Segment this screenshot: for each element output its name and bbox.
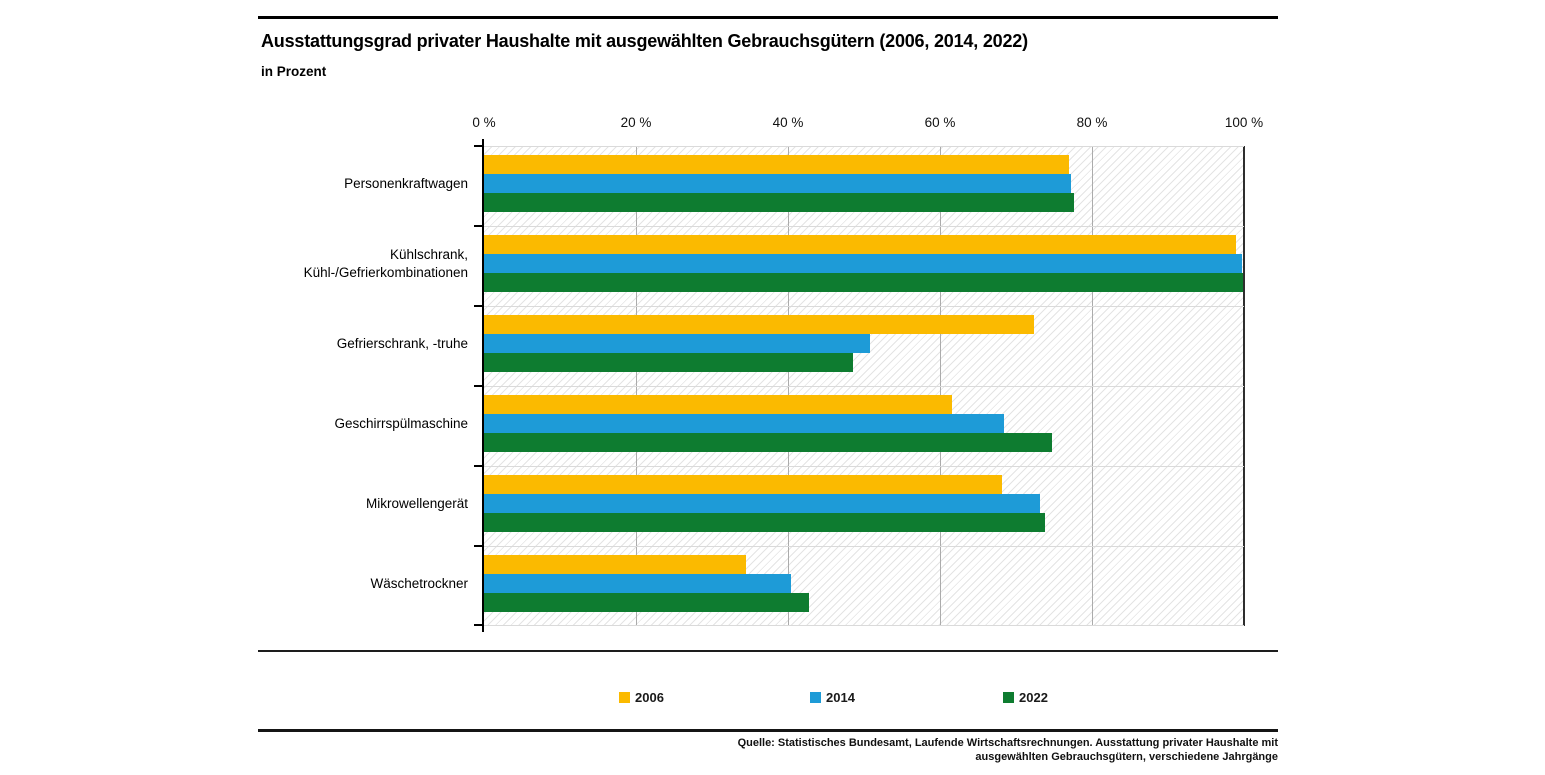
axis-tick xyxy=(474,305,484,307)
x-tick-label-20: 20 % xyxy=(620,115,652,130)
bar-2014-category-3 xyxy=(484,414,1004,433)
bar-2014-category-2 xyxy=(484,334,871,353)
legend-swatch-2006 xyxy=(619,692,630,703)
legend-label-2014: 2014 xyxy=(826,690,855,705)
source-line-2: ausgewählten Gebrauchsgütern, verschiede… xyxy=(975,751,1278,763)
bar-2006-category-1 xyxy=(484,235,1236,254)
x-tick-label-40: 40 % xyxy=(772,115,804,130)
legend-swatch-2022 xyxy=(1003,692,1014,703)
bar-2022-category-2 xyxy=(484,353,854,372)
legend-item-2006: 2006 xyxy=(619,690,664,705)
bar-2014-category-0 xyxy=(484,174,1072,193)
source-note: Quelle: Statistisches Bundesamt, Laufend… xyxy=(258,736,1278,764)
bar-2022-category-4 xyxy=(484,513,1045,532)
x-axis-labels: 0 % 20 % 40 % 60 % 80 % 100 % xyxy=(472,115,1263,133)
category-label-0: Personenkraftwagen xyxy=(344,175,468,191)
group-separator xyxy=(484,146,1244,147)
category-label-2: Gefrierschrank, -truhe xyxy=(336,335,468,351)
category-label-1: Kühlschrank, Kühl-/Gefrierkombinationen xyxy=(303,246,468,280)
axis-tick xyxy=(474,465,484,467)
category-label-4: Mikrowellengerät xyxy=(365,495,468,511)
legend-swatch-2014 xyxy=(810,692,821,703)
group-separator xyxy=(484,546,1244,547)
bar-2006-category-2 xyxy=(484,315,1035,334)
chart-title: Ausstattungsgrad privater Haushalte mit … xyxy=(261,31,1028,51)
bottom-rule xyxy=(258,729,1278,732)
gridline-100 xyxy=(1243,146,1245,626)
legend-item-2022: 2022 xyxy=(1003,690,1048,705)
bar-2006-category-5 xyxy=(484,555,747,574)
axis-tick xyxy=(474,624,484,626)
source-line-1: Quelle: Statistisches Bundesamt, Laufend… xyxy=(737,737,1278,749)
x-tick-label-80: 80 % xyxy=(1076,115,1108,130)
category-label-3: Geschirrspülmaschine xyxy=(334,415,468,431)
bar-2006-category-0 xyxy=(484,155,1070,174)
group-separator xyxy=(484,306,1244,307)
bar-2014-category-1 xyxy=(484,254,1243,273)
legend-label-2022: 2022 xyxy=(1019,690,1048,705)
legend-label-2006: 2006 xyxy=(635,690,664,705)
axis-tick xyxy=(474,225,484,227)
axis-tick xyxy=(474,545,484,547)
middle-rule xyxy=(258,650,1278,652)
bar-2022-category-1 xyxy=(484,273,1244,292)
bar-2006-category-4 xyxy=(484,475,1002,494)
axis-tick xyxy=(474,385,484,387)
group-separator xyxy=(484,625,1244,626)
bar-2014-category-5 xyxy=(484,574,792,593)
category-label-5: Wäschetrockner xyxy=(370,575,468,591)
chart-subtitle: in Prozent xyxy=(261,64,327,79)
plot-area xyxy=(474,139,1245,632)
x-tick-label-0: 0 % xyxy=(472,115,496,130)
group-separator xyxy=(484,386,1244,387)
bar-2014-category-4 xyxy=(484,494,1040,513)
top-rule xyxy=(258,16,1278,19)
legend-item-2014: 2014 xyxy=(810,690,855,705)
axis-tick xyxy=(474,145,484,147)
x-tick-label-60: 60 % xyxy=(924,115,956,130)
group-separator xyxy=(484,226,1244,227)
group-separator xyxy=(484,466,1244,467)
bar-2006-category-3 xyxy=(484,395,953,414)
bar-2022-category-5 xyxy=(484,593,810,612)
x-tick-label-100: 100 % xyxy=(1224,115,1264,130)
bar-2022-category-0 xyxy=(484,193,1074,212)
bar-2022-category-3 xyxy=(484,433,1053,452)
